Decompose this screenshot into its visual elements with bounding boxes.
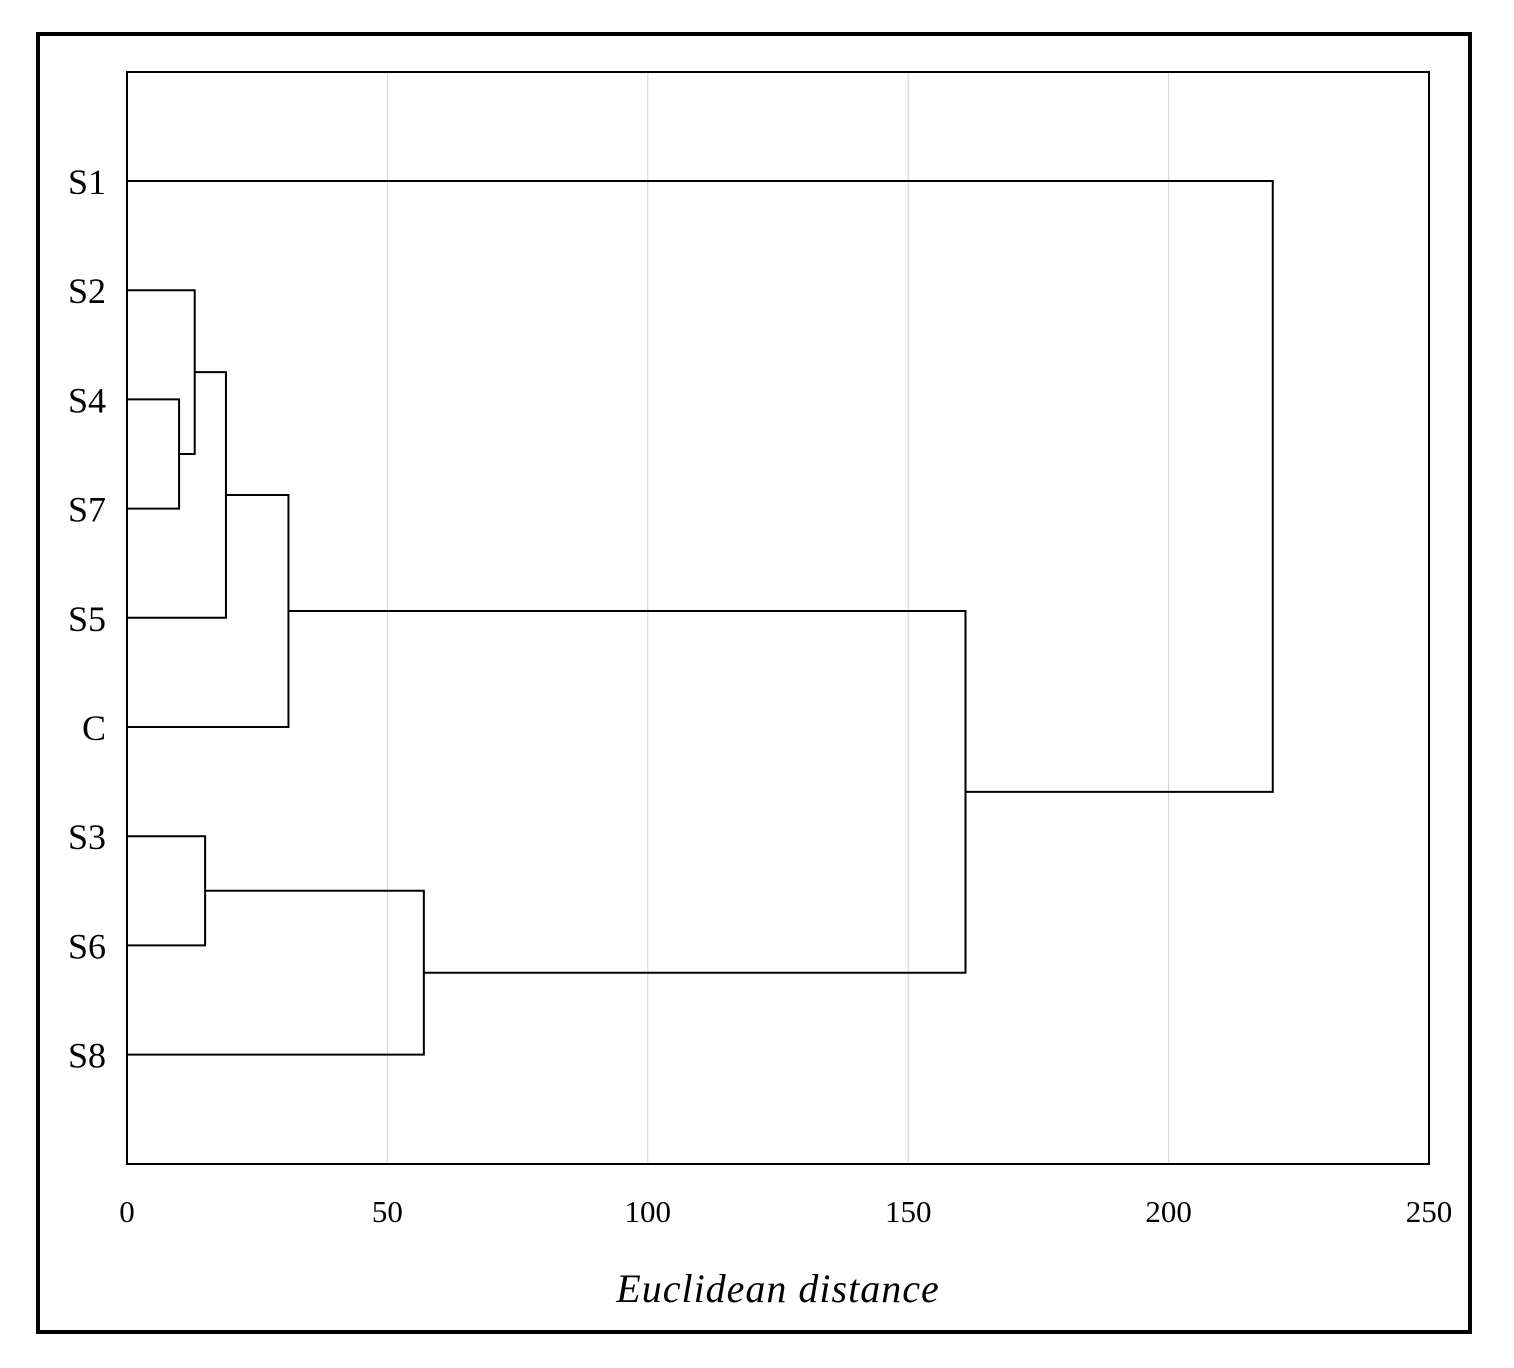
leaf-label-s2: S2 xyxy=(68,271,106,311)
leaf-label-s7: S7 xyxy=(68,490,106,530)
leaf-labels: S1 S2 S4 S7 S5 C S3 S6 S8 xyxy=(68,162,106,1076)
x-tick-label: 150 xyxy=(885,1194,932,1229)
leaf-label-s6: S6 xyxy=(68,926,106,966)
x-tick-label: 250 xyxy=(1406,1194,1453,1229)
leaf-label-s8: S8 xyxy=(68,1036,106,1076)
merge-link-m8 xyxy=(127,180,1274,793)
grid-lines xyxy=(386,72,1170,1164)
merge-link-m5 xyxy=(127,493,290,728)
merge-link-m3 xyxy=(127,835,207,947)
x-tick-label: 200 xyxy=(1145,1194,1192,1229)
merge-link-m7 xyxy=(288,609,967,974)
leaf-label-s1: S1 xyxy=(68,162,106,202)
leaf-label-s3: S3 xyxy=(68,817,106,857)
x-axis-ticks: 0 50 100 150 200 250 xyxy=(119,1194,1452,1229)
dendrogram-links xyxy=(127,180,1274,1056)
merge-link-m6 xyxy=(127,889,425,1056)
x-tick-label: 100 xyxy=(625,1194,672,1229)
x-axis-title: Euclidean distance xyxy=(615,1266,939,1311)
leaf-label-s4: S4 xyxy=(68,380,106,420)
leaf-label-c: C xyxy=(82,708,106,748)
x-tick-label: 50 xyxy=(372,1194,403,1229)
plot-area xyxy=(126,71,1430,1165)
figure-frame xyxy=(36,32,1472,1334)
merge-link-m1 xyxy=(127,398,181,510)
x-tick-label: 0 xyxy=(119,1194,135,1229)
merge-link-m2 xyxy=(127,289,196,455)
merge-link-m4 xyxy=(127,371,227,619)
leaf-label-s5: S5 xyxy=(68,599,106,639)
